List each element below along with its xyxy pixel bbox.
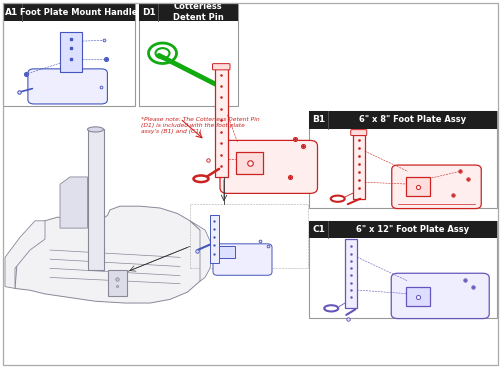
Ellipse shape bbox=[88, 127, 104, 132]
FancyBboxPatch shape bbox=[220, 141, 318, 193]
FancyBboxPatch shape bbox=[212, 63, 230, 70]
Bar bbox=[139, 3, 238, 21]
Text: 6" x 8" Foot Plate Assy: 6" x 8" Foot Plate Assy bbox=[358, 116, 466, 124]
FancyBboxPatch shape bbox=[28, 69, 108, 104]
Bar bbox=[210, 215, 218, 263]
FancyBboxPatch shape bbox=[213, 244, 272, 275]
Text: 6" x 12" Foot Plate Assy: 6" x 12" Foot Plate Assy bbox=[356, 225, 469, 234]
Bar bbox=[345, 239, 357, 308]
Text: C1: C1 bbox=[312, 225, 325, 234]
Bar bbox=[139, 3, 238, 106]
Text: B1: B1 bbox=[312, 116, 325, 124]
FancyBboxPatch shape bbox=[351, 130, 367, 135]
Polygon shape bbox=[15, 206, 210, 303]
Text: A1: A1 bbox=[6, 8, 18, 17]
Bar bbox=[88, 130, 104, 270]
FancyBboxPatch shape bbox=[392, 165, 481, 208]
Bar bbox=[190, 204, 308, 268]
Bar bbox=[108, 270, 126, 296]
Bar bbox=[309, 221, 496, 318]
Bar bbox=[309, 111, 496, 208]
Polygon shape bbox=[60, 177, 88, 228]
FancyBboxPatch shape bbox=[391, 273, 489, 319]
Text: D1: D1 bbox=[142, 8, 156, 17]
Text: Cotterless
Detent Pin: Cotterless Detent Pin bbox=[172, 3, 224, 22]
Text: *Please note: The Cotterless Detent Pin
(D1) is included with the foot plate
ass: *Please note: The Cotterless Detent Pin … bbox=[141, 117, 260, 134]
Polygon shape bbox=[190, 221, 212, 281]
Bar bbox=[2, 3, 135, 21]
FancyBboxPatch shape bbox=[236, 152, 263, 174]
FancyBboxPatch shape bbox=[219, 246, 235, 258]
Text: Foot Plate Mount Handle: Foot Plate Mount Handle bbox=[20, 8, 137, 17]
Bar bbox=[2, 3, 135, 106]
Polygon shape bbox=[5, 221, 45, 288]
Bar bbox=[309, 111, 496, 129]
FancyBboxPatch shape bbox=[406, 178, 430, 196]
FancyBboxPatch shape bbox=[406, 287, 430, 306]
Bar bbox=[215, 65, 228, 177]
Polygon shape bbox=[60, 32, 82, 72]
Bar bbox=[353, 135, 365, 199]
Bar bbox=[309, 221, 496, 238]
